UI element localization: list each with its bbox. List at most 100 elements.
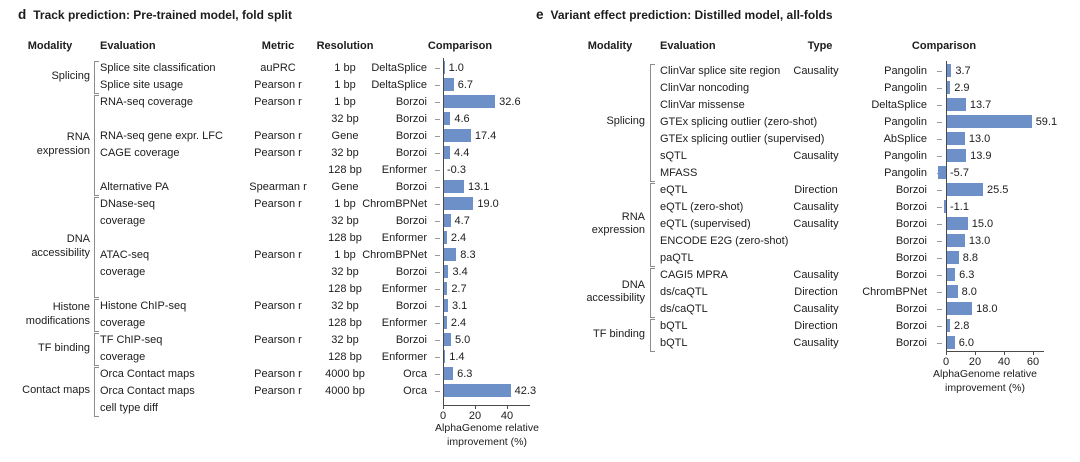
bar — [946, 319, 951, 332]
y-tick-mark — [435, 153, 440, 154]
bar — [443, 129, 471, 142]
resolution-label: 1 bp — [334, 62, 356, 74]
comparison-label: DeltaSplice — [371, 62, 427, 74]
y-tick-mark — [435, 221, 440, 222]
comparison-label: DeltaSplice — [371, 79, 427, 91]
group-bracket — [94, 367, 99, 417]
x-tick-label: 40 — [997, 356, 1011, 368]
modality-label: Histone modifications — [25, 301, 90, 327]
x-tick-mark — [1033, 352, 1034, 355]
comparison-label: Orca — [403, 385, 427, 397]
evaluation-label: Splice site usage — [100, 79, 184, 91]
evaluation-label: GTEx splicing outlier (zero-shot) — [660, 116, 818, 128]
comparison-label: Enformer — [381, 283, 427, 295]
bar-value-label: 2.7 — [451, 283, 467, 295]
y-tick-mark — [435, 204, 440, 205]
y-tick-mark — [937, 241, 942, 242]
comparison-label: ChromBPNet — [362, 249, 427, 261]
y-tick-mark — [435, 323, 440, 324]
panel-d-title-text: Track prediction: Pre-trained model, fol… — [33, 8, 292, 22]
x-axis-caption-line1: AlphaGenome relative — [933, 368, 1037, 380]
bar — [443, 333, 451, 346]
bar — [443, 112, 451, 125]
evaluation-label: ENCODE E2G (zero-shot) — [660, 235, 789, 247]
x-tick-mark — [475, 406, 476, 409]
y-tick-mark — [435, 357, 440, 358]
comparison-label: Borzoi — [895, 235, 927, 247]
y-tick-mark — [435, 136, 440, 137]
y-tick-mark — [937, 275, 942, 276]
bar — [946, 81, 951, 94]
x-axis-caption-line2: improvement (%) — [945, 382, 1025, 394]
evaluation-label: GTEx splicing outlier (supervised) — [660, 133, 825, 145]
bar-value-label: 4.6 — [454, 113, 470, 125]
bar — [946, 115, 1032, 128]
evaluation-label: ds/caQTL — [660, 303, 708, 315]
bar-value-label: 6.3 — [457, 368, 473, 380]
bar-value-label: 4.4 — [454, 147, 470, 159]
y-tick-mark — [435, 119, 440, 120]
panel-e-title-text: Variant effect prediction: Distilled mod… — [550, 8, 833, 22]
metric-label: auPRC — [260, 62, 296, 74]
group-bracket — [650, 183, 655, 267]
column-header-modality: Modality — [587, 40, 633, 52]
y-tick-mark — [937, 122, 942, 123]
modality-label: DNA accessibility — [31, 233, 90, 259]
y-tick-mark — [937, 71, 942, 72]
x-axis-line — [946, 351, 1044, 352]
comparison-label: Enformer — [381, 317, 427, 329]
x-tick-label: 20 — [468, 410, 482, 422]
bar — [443, 231, 447, 244]
evaluation-label: sQTL — [660, 150, 687, 162]
evaluation-label: ClinVar splice site region — [660, 65, 781, 77]
type-label: Direction — [794, 184, 838, 196]
evaluation-label: coverage — [100, 351, 146, 363]
group-bracket — [650, 319, 655, 352]
comparison-label: Orca — [403, 368, 427, 380]
bar-value-label: 2.4 — [450, 232, 467, 244]
x-tick-label: 60 — [1026, 356, 1040, 368]
resolution-label: 32 bp — [331, 113, 359, 125]
bar — [443, 248, 457, 261]
panel-e-title: e Variant effect prediction: Distilled m… — [536, 7, 833, 22]
modality-label: RNA expression — [591, 210, 645, 237]
metric-label: Pearson r — [254, 198, 302, 210]
y-tick-mark — [435, 187, 440, 188]
bar — [443, 78, 454, 91]
x-axis-line — [443, 405, 530, 406]
bar-value-label: 6.3 — [959, 269, 975, 281]
comparison-label: Enformer — [381, 351, 427, 363]
comparison-label: Borzoi — [395, 215, 427, 227]
modality-label: Splicing — [606, 115, 645, 128]
comparison-label: Enformer — [381, 232, 427, 244]
bar-value-label: 32.6 — [499, 96, 521, 108]
bar-value-label: 59.1 — [1035, 116, 1058, 128]
evaluation-label: eQTL (zero-shot) — [660, 201, 744, 213]
metric-label: Pearson r — [254, 368, 302, 380]
x-tick-label: 40 — [500, 410, 514, 422]
evaluation-label: Histone ChIP-seq — [100, 300, 187, 312]
comparison-label: ChromBPNet — [362, 198, 427, 210]
group-bracket — [94, 333, 99, 366]
bar — [946, 285, 958, 298]
evaluation-label: Alternative PA — [100, 181, 169, 193]
y-tick-mark — [937, 207, 942, 208]
evaluation-label: eQTL (supervised) — [660, 218, 751, 230]
y-tick-mark — [937, 292, 942, 293]
group-bracket — [650, 268, 655, 318]
evaluation-label: bQTL — [660, 337, 688, 349]
type-label: Causality — [793, 303, 839, 315]
y-tick-mark — [435, 68, 440, 69]
type-label: Direction — [794, 320, 838, 332]
evaluation-label: ds/caQTL — [660, 286, 708, 298]
type-label: Causality — [793, 337, 839, 349]
type-label: Causality — [793, 218, 839, 230]
comparison-label: Borzoi — [395, 96, 427, 108]
bar-value-label: 8.8 — [962, 252, 979, 264]
resolution-label: 32 bp — [331, 147, 359, 159]
y-tick-mark — [435, 170, 440, 171]
bar — [443, 214, 451, 227]
column-header-evaluation: Evaluation — [660, 40, 716, 52]
x-tick-mark — [507, 406, 508, 409]
